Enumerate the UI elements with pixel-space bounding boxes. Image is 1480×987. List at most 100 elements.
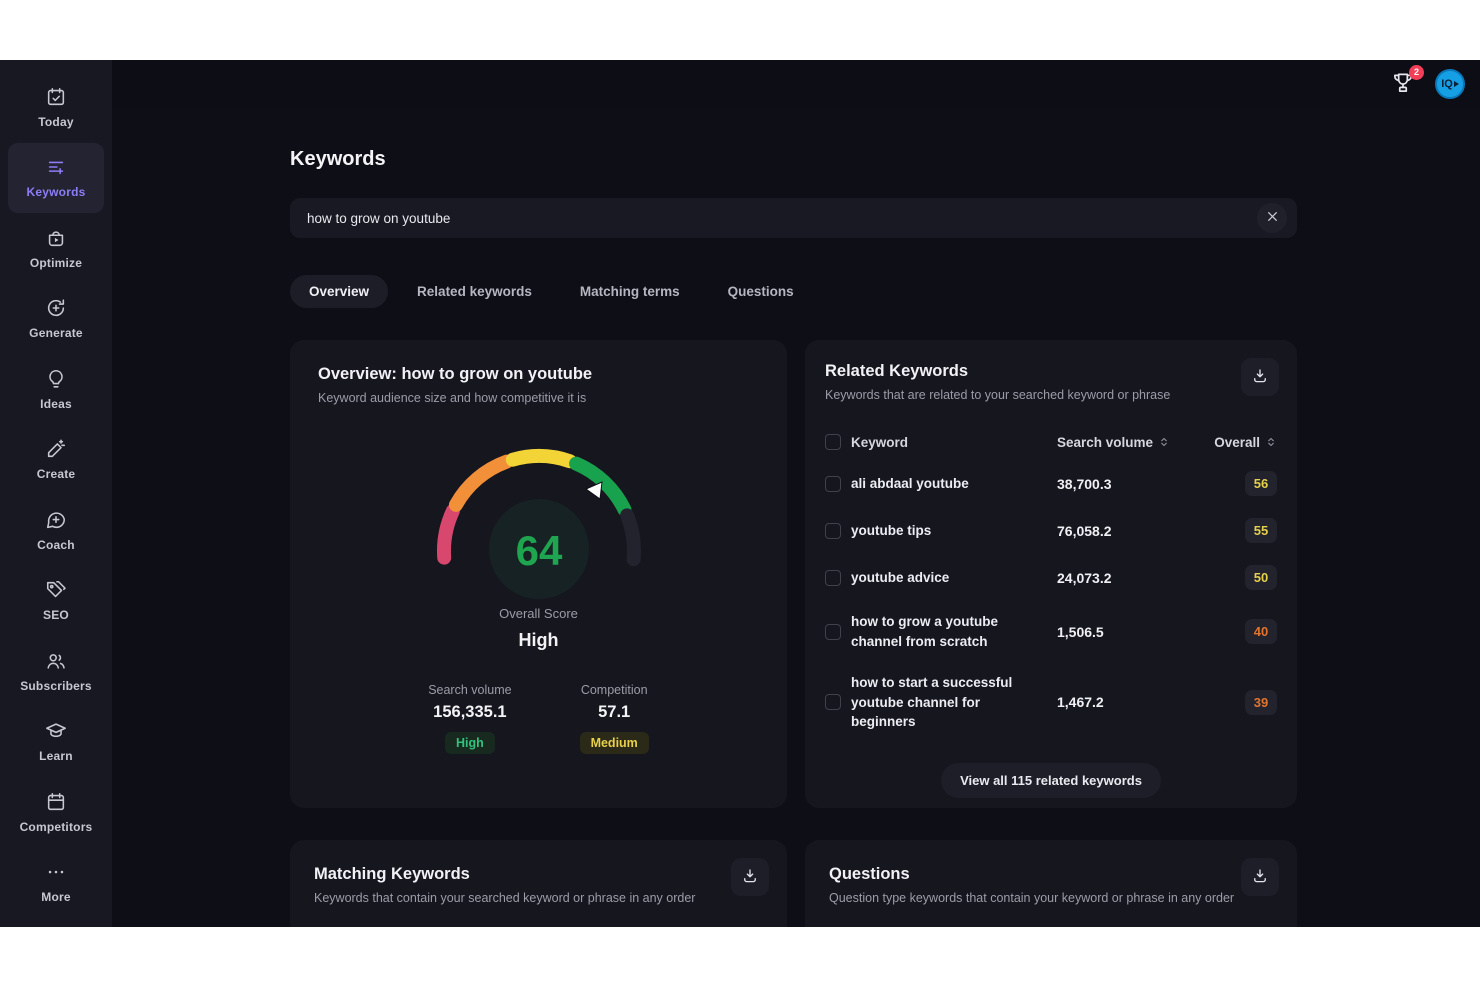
trophy-icon: [1390, 73, 1416, 99]
sidebar-item-label: Optimize: [29, 255, 83, 270]
sidebar-item-label: More: [41, 890, 71, 905]
search-volume-cell: 1,467.2: [1057, 694, 1104, 711]
sidebar-item-label: Today: [38, 114, 74, 129]
sidebar-item-learn[interactable]: Learn: [8, 707, 104, 778]
search-volume-cell: 76,058.2: [1057, 522, 1112, 539]
avatar-logo-text: IQ: [1441, 78, 1453, 90]
pencil-icon: [45, 438, 67, 460]
column-header-keyword[interactable]: Keyword: [851, 434, 909, 450]
row-checkbox[interactable]: [825, 694, 841, 711]
matching-card-subtitle: Keywords that contain your searched keyw…: [314, 891, 696, 905]
optimize-bag-icon: [45, 227, 67, 249]
questions-card-subtitle: Question type keywords that contain your…: [829, 891, 1235, 905]
sidebar-item-coach[interactable]: Coach: [8, 495, 104, 566]
download-related-button[interactable]: [1241, 358, 1279, 396]
sort-icon: [1158, 436, 1170, 448]
column-header-search-volume[interactable]: Search volume: [1057, 435, 1207, 450]
search-volume-cell: 24,073.2: [1057, 569, 1112, 586]
view-all-related-button[interactable]: View all 115 related keywords: [941, 762, 1161, 798]
achievements-button[interactable]: 2: [1389, 65, 1424, 99]
row-checkbox[interactable]: [825, 522, 841, 539]
related-keywords-card: Related Keywords Keywords that are relat…: [805, 340, 1297, 808]
select-all-checkbox[interactable]: [825, 434, 841, 450]
sort-icon: [1265, 436, 1277, 448]
sidebar-item-create[interactable]: Create: [8, 425, 104, 496]
sidebar-item-label: Subscribers: [20, 678, 92, 693]
questions-card: Questions Question type keywords that co…: [805, 840, 1297, 927]
table-header: Keyword Search volume Overall: [825, 426, 1277, 460]
sidebar-item-label: Ideas: [40, 396, 72, 411]
download-icon: [741, 867, 759, 888]
download-matching-button[interactable]: [731, 858, 769, 896]
questions-card-title: Questions: [829, 865, 910, 883]
keyword-cell[interactable]: ali abdaal youtube: [851, 475, 969, 491]
sidebar-item-label: SEO: [43, 608, 69, 623]
stat-label: Competition: [580, 683, 648, 697]
sidebar-item-keywords[interactable]: Keywords: [8, 142, 104, 213]
topbar: 2 IQ: [112, 60, 1480, 108]
download-questions-button[interactable]: [1241, 858, 1279, 896]
sidebar-item-subscribers[interactable]: Subscribers: [8, 636, 104, 707]
generate-refresh-icon: [45, 297, 67, 319]
tags-icon: [45, 579, 67, 601]
sidebar-item-competitors[interactable]: Competitors: [8, 777, 104, 848]
sidebar-item-ideas[interactable]: Ideas: [8, 354, 104, 425]
tab-overview[interactable]: Overview: [290, 275, 389, 308]
keyword-cell[interactable]: how to start a successful youtube channe…: [851, 675, 1013, 730]
keyword-cell[interactable]: how to grow a youtube channel from scrat…: [851, 614, 998, 649]
table-row: youtube tips 76,058.2 55: [825, 507, 1277, 554]
keywords-list-icon: [45, 156, 67, 178]
tab-matching-terms[interactable]: Matching terms: [561, 275, 699, 308]
table-row: how to start a successful youtube channe…: [825, 662, 1277, 743]
download-icon: [1251, 867, 1269, 888]
row-checkbox[interactable]: [825, 623, 841, 640]
sidebar-item-seo[interactable]: SEO: [8, 566, 104, 637]
overview-stats: Search volume 156,335.1 High Competition 57.…: [318, 683, 759, 754]
overall-score-gauge: 64 Overall Score High: [318, 431, 759, 651]
sidebar-item-generate[interactable]: Generate: [8, 284, 104, 355]
chat-plus-icon: [45, 509, 67, 531]
overall-score-badge: 55: [1245, 518, 1277, 543]
app-window: Today Keywords Optimize Generate Ideas Create…: [0, 60, 1480, 927]
column-header-overall[interactable]: Overall: [1214, 435, 1277, 450]
clear-search-button[interactable]: [1257, 203, 1287, 233]
sidebar-item-more[interactable]: More: [8, 848, 104, 919]
notification-badge: 2: [1409, 65, 1424, 80]
score-label: Overall Score: [499, 606, 578, 621]
related-card-title: Related Keywords: [825, 362, 969, 380]
row-checkbox[interactable]: [825, 569, 841, 586]
overview-card-subtitle: Keyword audience size and how competitiv…: [318, 391, 587, 405]
stat-badge: High: [444, 732, 495, 754]
ellipsis-icon: [45, 861, 67, 883]
sidebar-item-today[interactable]: Today: [8, 72, 104, 143]
related-card-subtitle: Keywords that are related to your search…: [825, 388, 1171, 402]
score-value: High: [518, 630, 559, 650]
stat-badge: Medium: [579, 732, 649, 754]
matching-card-title: Matching Keywords: [314, 865, 470, 883]
search-bar[interactable]: how to grow on youtube: [290, 198, 1297, 238]
lightbulb-icon: [45, 368, 67, 390]
row-checkbox[interactable]: [825, 475, 841, 492]
sidebar-item-label: Competitors: [19, 819, 93, 834]
keyword-cell[interactable]: youtube advice: [851, 569, 950, 585]
overall-score-badge: 39: [1245, 689, 1277, 715]
overview-card: Overview: how to grow on youtube Keyword…: [290, 340, 787, 808]
overall-score-badge: 56: [1245, 471, 1277, 496]
tab-questions[interactable]: Questions: [709, 275, 813, 308]
search-input[interactable]: how to grow on youtube: [307, 210, 451, 226]
stat-value: 57.1: [598, 703, 631, 721]
sidebar-item-optimize[interactable]: Optimize: [8, 213, 104, 284]
overall-score-badge: 50: [1245, 565, 1277, 590]
avatar[interactable]: IQ: [1435, 69, 1465, 99]
sidebar-item-label: Keywords: [26, 185, 86, 200]
keyword-cell[interactable]: youtube tips: [851, 522, 932, 538]
table-row: ali abdaal youtube 38,700.3 56: [825, 460, 1277, 507]
play-icon: [1453, 81, 1459, 87]
calendar-icon: [45, 791, 67, 813]
stat-competition: Competition 57.1 Medium: [579, 683, 649, 754]
tab-related-keywords[interactable]: Related keywords: [398, 275, 551, 308]
overview-card-title: Overview: how to grow on youtube: [318, 365, 593, 383]
page-title: Keywords: [290, 148, 386, 170]
sidebar-item-label: Coach: [37, 537, 75, 552]
matching-keywords-card: Matching Keywords Keywords that contain …: [290, 840, 787, 927]
